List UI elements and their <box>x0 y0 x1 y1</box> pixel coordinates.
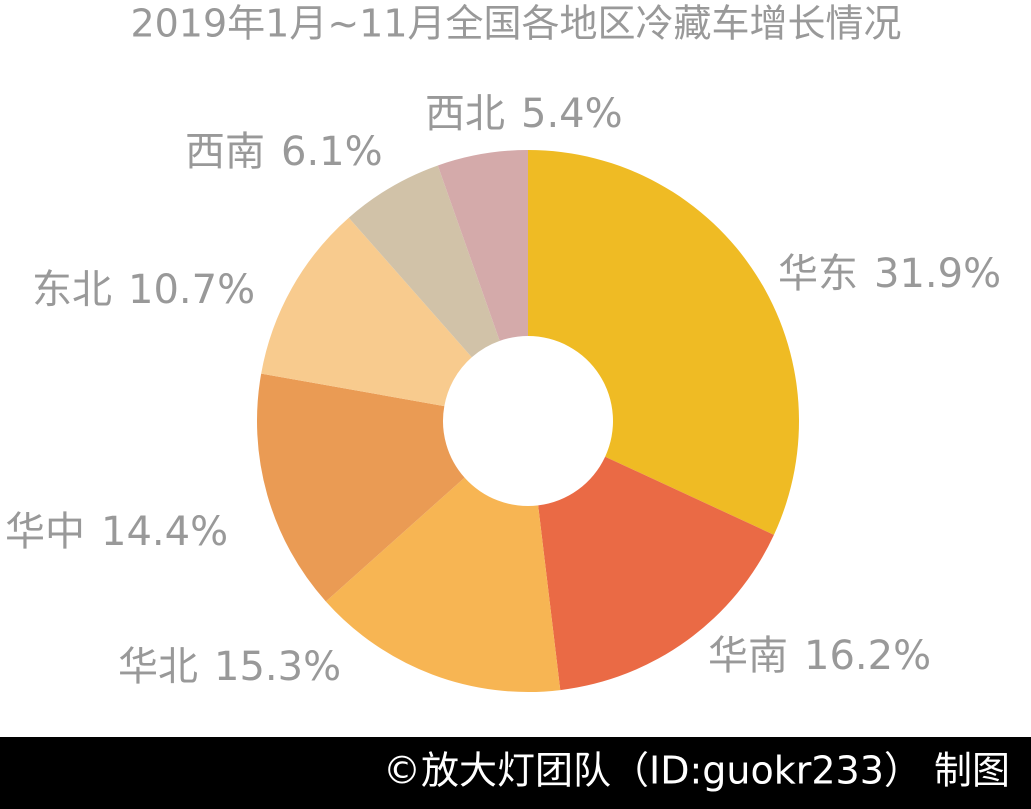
footer-bar <box>0 737 1031 809</box>
category-label: 东北 <box>32 267 112 313</box>
donut-slice <box>538 456 774 691</box>
slice-label: 东北 10.7% <box>32 267 255 313</box>
slice-label: 华中 14.4% <box>5 509 228 555</box>
category-label: 西北 <box>425 91 505 137</box>
donut-slice <box>528 150 800 535</box>
donut-slice <box>437 150 528 341</box>
value-label: 16.2% <box>804 633 931 679</box>
category-label: 西南 <box>185 129 265 175</box>
category-label: 华北 <box>118 644 198 690</box>
category-label: 华南 <box>708 633 788 679</box>
category-label: 华中 <box>5 509 85 555</box>
slice-label: 华南 16.2% <box>708 633 931 679</box>
slice-label: 华北 15.3% <box>118 644 341 690</box>
value-label: 5.4% <box>521 91 623 137</box>
donut-slice <box>261 217 472 407</box>
category-label: 华东 <box>778 251 858 297</box>
slice-label: 西北 5.4% <box>425 91 623 137</box>
donut-slice <box>348 165 500 358</box>
value-label: 15.3% <box>214 644 341 690</box>
slice-label: 西南 6.1% <box>185 129 383 175</box>
value-label: 14.4% <box>101 509 228 555</box>
value-label: 6.1% <box>281 129 383 175</box>
chart-title: 2019年1月~11月全国各地区冷藏车增长情况 <box>130 2 901 46</box>
donut-slice <box>325 477 561 692</box>
donut-slice <box>257 373 465 602</box>
footer-text: ©放大灯团队（ID:guokr233） 制图 <box>383 749 1010 793</box>
value-label: 10.7% <box>128 267 255 313</box>
value-label: 31.9% <box>874 251 1001 297</box>
slice-label: 华东 31.9% <box>778 251 1001 297</box>
